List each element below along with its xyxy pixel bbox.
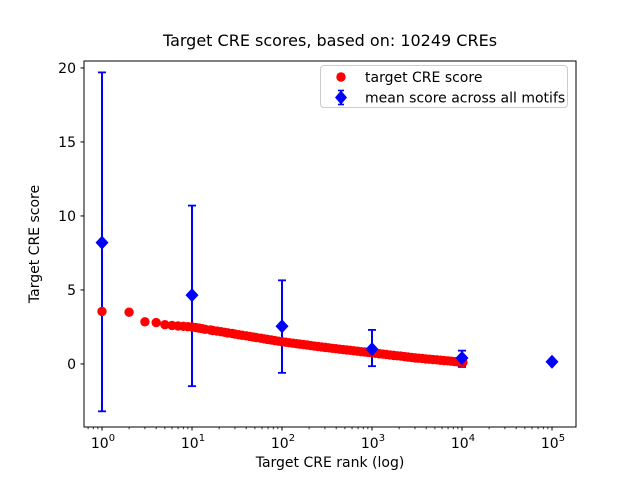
y-tick-label: 15 [58, 135, 76, 151]
x-axis-label: Target CRE rank (log) [255, 455, 405, 471]
y-tick-label: 10 [58, 209, 76, 225]
mean-score-diamond [545, 354, 559, 369]
target-score-point [160, 320, 170, 330]
x-tick-label: 102 [271, 433, 295, 452]
mean-score-diamond [95, 235, 109, 250]
target-score-point [140, 317, 150, 327]
y-tick-label: 0 [67, 357, 76, 373]
chart-title: Target CRE scores, based on: 10249 CREs [162, 31, 497, 50]
mean-score-diamond [185, 288, 199, 303]
target-score-point [97, 306, 107, 317]
target-score-points [97, 306, 468, 368]
legend-box [320, 65, 568, 108]
legend-diamond-marker [335, 90, 347, 105]
mean-score-diamond [365, 342, 379, 357]
x-tick-label: 103 [361, 433, 385, 452]
target-score-point [151, 317, 161, 328]
x-tick-label: 104 [451, 433, 475, 452]
legend-circle-marker [336, 72, 346, 82]
legend-label-mean-score: mean score across all motifs [365, 91, 565, 107]
y-tick-label: 5 [67, 283, 76, 299]
plot-border [83, 60, 577, 428]
mean-score-diamond [275, 319, 289, 334]
x-minor-ticks [87, 427, 549, 430]
legend-label-target-score: target CRE score [365, 70, 482, 86]
x-tick-label: 105 [541, 433, 565, 452]
mean-score-diamonds [95, 235, 559, 369]
y-axis-label: Target CRE score [27, 185, 43, 304]
target-score-point [124, 307, 134, 317]
mean-score-diamond [455, 351, 469, 366]
x-tick-label: 101 [181, 433, 205, 452]
y-tick-label: 20 [58, 61, 76, 77]
x-tick-label: 100 [91, 433, 115, 452]
legend: target CRE score mean score across all m… [320, 65, 568, 108]
